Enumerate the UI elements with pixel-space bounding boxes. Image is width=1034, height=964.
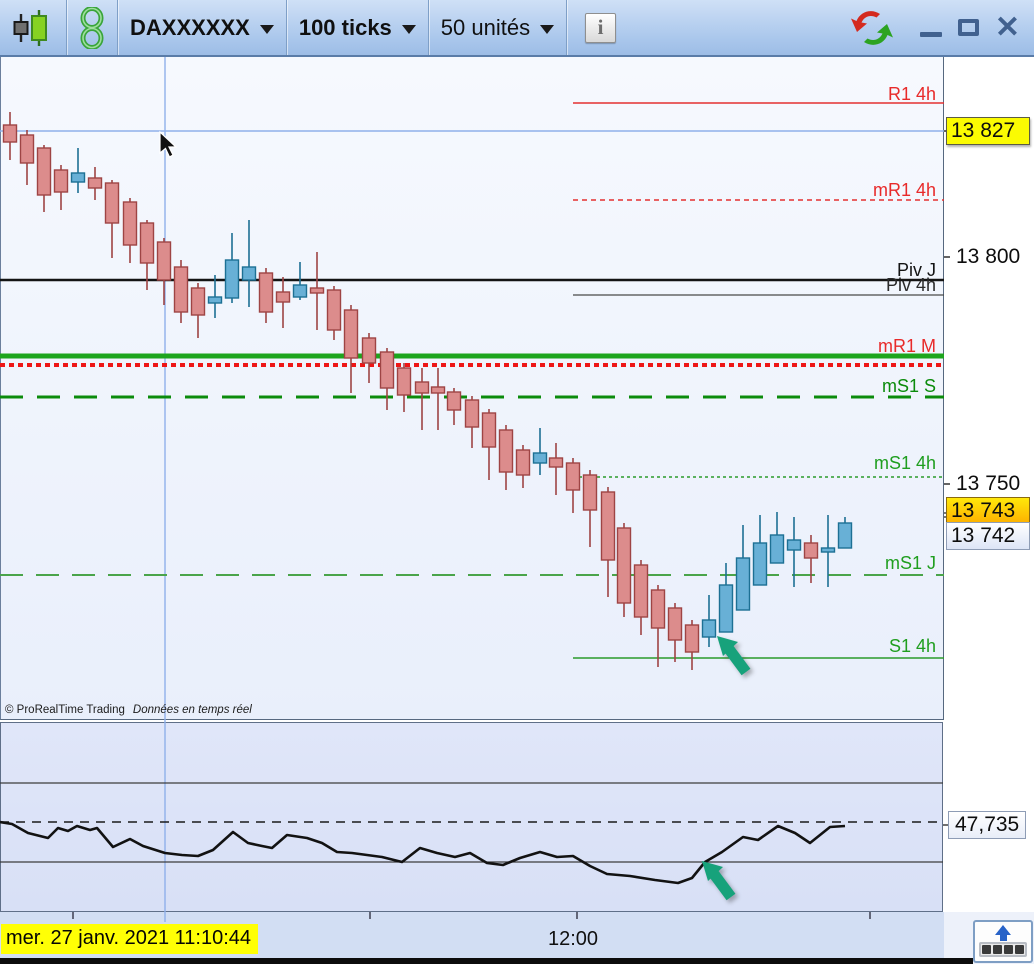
info-icon[interactable]: i: [585, 12, 617, 43]
level-label: mR1 4h: [872, 180, 936, 200]
indicator-panel[interactable]: [0, 722, 943, 912]
link-chart-button[interactable]: [67, 0, 118, 55]
candlestick-style-icon: [13, 9, 47, 46]
realtime-data-note: Données en temps réel: [132, 704, 252, 716]
price-label: 13 743: [946, 497, 1030, 525]
chevron-down-icon: [540, 24, 555, 34]
price-label: 13 800: [956, 245, 1021, 268]
level-label: mS1 S: [881, 376, 936, 396]
instrument-selector[interactable]: DAXXXXXX: [118, 0, 287, 55]
bottom-border-bar: [0, 958, 973, 964]
level-label: mR1 M: [878, 336, 936, 356]
price-label: 13 827: [946, 117, 1030, 145]
copyright-text: © ProRealTime Trading: [5, 704, 125, 716]
level-label: Piv J: [896, 260, 936, 280]
chevron-down-icon: [259, 24, 274, 34]
units-selector[interactable]: 50 unités: [429, 0, 568, 55]
taskbar-icon: [979, 942, 1027, 957]
link-chart-icon: [80, 6, 104, 49]
main-chart-plot[interactable]: [0, 57, 944, 720]
price-label: 13 742: [946, 522, 1030, 550]
maximize-button[interactable]: [957, 19, 979, 36]
level-label: R1 4h: [887, 84, 936, 104]
up-arrow-stem: [999, 934, 1007, 941]
show-toolbar-button[interactable]: [973, 920, 1033, 963]
indicator-value-label: 47,735: [948, 811, 1027, 839]
toolbar-spacer: [634, 0, 838, 55]
minimize-button[interactable]: [919, 32, 942, 37]
timeframe-label: 100 ticks: [298, 14, 392, 40]
price-label: 13 750: [956, 472, 1021, 495]
up-arrow-icon: [995, 925, 1011, 935]
level-label: Piv 4h: [885, 275, 936, 295]
level-label: mS1 4h: [873, 453, 936, 473]
copyright: © ProRealTime Trading Données en temps ré…: [5, 704, 252, 716]
chart-style-button[interactable]: [0, 0, 67, 55]
window-controls: ✕: [906, 0, 1034, 55]
time-tick-label: 12:00: [547, 928, 599, 950]
price-axis[interactable]: [945, 57, 1034, 912]
chevron-down-icon: [401, 24, 416, 34]
units-label: 50 unités: [440, 14, 531, 40]
toolbar: DAXXXXXX 100 ticks 50 unités i ✕: [0, 0, 1034, 57]
level-label: mS1 J: [884, 553, 936, 573]
close-button[interactable]: ✕: [994, 10, 1020, 44]
timeframe-selector[interactable]: 100 ticks: [287, 0, 429, 55]
refresh-icon: [850, 10, 893, 45]
instrument-label: DAXXXXXX: [130, 14, 250, 40]
cursor-date-label: mer. 27 janv. 2021 11:10:44: [1, 924, 258, 954]
refresh-button[interactable]: [838, 0, 906, 55]
level-label: S1 4h: [888, 636, 936, 656]
info-button-wrap: i: [567, 0, 634, 55]
